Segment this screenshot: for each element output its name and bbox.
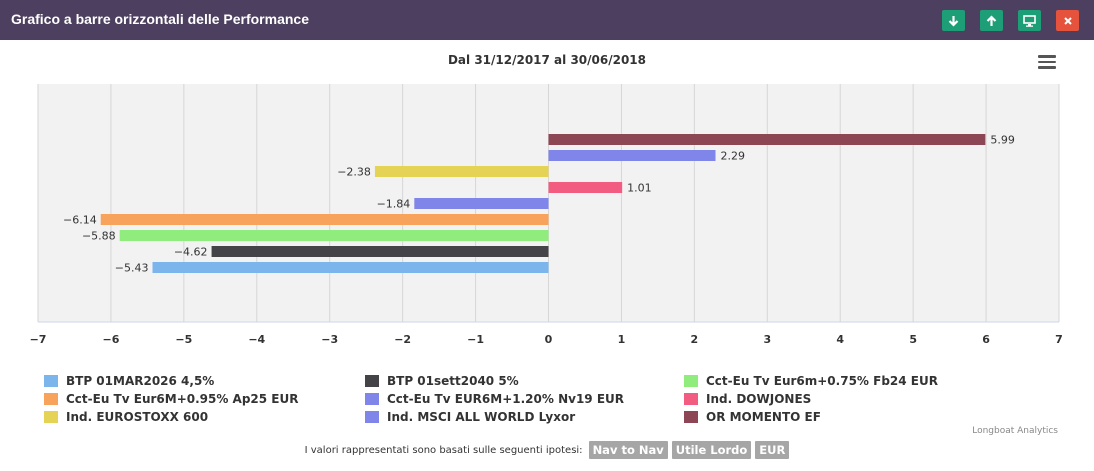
bar [211, 246, 549, 257]
footer: I valori rappresentati sono basati sulle… [0, 441, 1094, 459]
legend-label: Cct-Eu Tv Eur6M+0.95% Ap25 EUR [66, 392, 299, 406]
bar [100, 214, 549, 225]
legend-swatch [684, 393, 698, 405]
x-tick-label: 3 [763, 333, 771, 346]
chart-credits: Longboat Analytics [972, 426, 1058, 436]
chart-legend: BTP 01MAR2026 4,5% BTP 01sett2040 5% Cct-E… [0, 372, 1094, 432]
menu-line [1038, 60, 1056, 63]
monitor-icon [1023, 14, 1036, 27]
tag-utile-lordo: Utile Lordo [671, 441, 752, 459]
x-tick-label: −6 [102, 333, 119, 346]
menu-line [1038, 55, 1056, 58]
legend-item[interactable]: BTP 01sett2040 5% [365, 374, 519, 388]
bar [374, 166, 549, 177]
data-label: −6.14 [63, 214, 97, 227]
data-label: −2.38 [337, 166, 371, 179]
upload-icon [986, 14, 997, 26]
monitor-button[interactable] [1018, 10, 1041, 31]
close-icon [1063, 16, 1072, 25]
x-tick-label: −4 [248, 333, 265, 346]
bar [414, 198, 549, 209]
legend-swatch [44, 411, 58, 423]
x-tick-label: 0 [545, 333, 553, 346]
legend-item[interactable]: Cct-Eu Tv EUR6M+1.20% Nv19 EUR [365, 392, 624, 406]
window-title: Grafico a barre orizzontali delle Perfor… [11, 11, 309, 27]
data-label: 5.99 [990, 134, 1015, 147]
x-tick-label: −3 [321, 333, 338, 346]
bar [548, 150, 716, 161]
legend-item[interactable]: Cct-Eu Tv Eur6M+0.95% Ap25 EUR [44, 392, 299, 406]
legend-item[interactable]: Ind. DOWJONES [684, 392, 811, 406]
upload-button[interactable] [980, 10, 1003, 31]
data-label: 2.29 [721, 150, 746, 163]
x-tick-label: −2 [394, 333, 411, 346]
x-tick-label: 5 [909, 333, 917, 346]
bar [119, 230, 549, 241]
legend-swatch [684, 375, 698, 387]
chart-subtitle: Dal 31/12/2017 al 30/06/2018 [447, 53, 647, 67]
data-label: −5.43 [115, 262, 149, 275]
download-button[interactable] [942, 10, 965, 31]
legend-label: Ind. EUROSTOXX 600 [66, 410, 209, 424]
x-tick-label: 6 [982, 333, 990, 346]
close-button[interactable] [1056, 10, 1079, 31]
legend-label: BTP 01sett2040 5% [387, 374, 519, 388]
legend-item[interactable]: BTP 01MAR2026 4,5% [44, 374, 214, 388]
x-tick-label: 4 [836, 333, 844, 346]
legend-label: BTP 01MAR2026 4,5% [66, 374, 215, 388]
legend-label: Ind. DOWJONES [706, 392, 812, 406]
bar [548, 182, 623, 193]
tag-currency: EUR [755, 441, 790, 459]
x-tick-label: −1 [467, 333, 484, 346]
legend-swatch [365, 411, 379, 423]
x-tick-label: 7 [1055, 333, 1063, 346]
x-tick-label: −5 [175, 333, 192, 346]
legend-item[interactable]: Cct-Eu Tv Eur6m+0.75% Fb24 EUR [684, 374, 938, 388]
x-tick-label: 2 [691, 333, 699, 346]
bar-chart: −7 −6 −5 −4 −3 −2 −1 0 1 2 3 4 5 6 7 −5.43 −4.62 −5.88 −6.… [30, 84, 1063, 346]
bar [548, 134, 986, 145]
menu-line [1038, 66, 1056, 69]
legend-item[interactable]: OR MOMENTO EF [684, 410, 821, 424]
legend-swatch [365, 375, 379, 387]
title-bar: Grafico a barre orizzontali delle Perfor… [0, 0, 1094, 40]
data-label: −5.88 [82, 230, 116, 243]
legend-label: OR MOMENTO EF [706, 410, 821, 424]
legend-label: Ind. MSCI ALL WORLD Lyxor [387, 410, 576, 424]
download-icon [948, 15, 959, 27]
data-label: −1.84 [377, 198, 411, 211]
x-tick-label: 1 [618, 333, 626, 346]
tag-nav-to-nav: Nav to Nav [588, 441, 668, 459]
legend-label: Cct-Eu Tv EUR6M+1.20% Nv19 EUR [387, 392, 624, 406]
bar [152, 262, 549, 273]
legend-swatch [44, 393, 58, 405]
legend-swatch [365, 393, 379, 405]
footer-text: I valori rappresentati sono basati sulle… [304, 444, 583, 456]
legend-item[interactable]: Ind. EUROSTOXX 600 [44, 410, 208, 424]
x-tick-label: −7 [30, 333, 47, 346]
legend-swatch [44, 375, 58, 387]
legend-label: Cct-Eu Tv Eur6m+0.75% Fb24 EUR [706, 374, 938, 388]
data-label: −4.62 [174, 246, 208, 259]
legend-item[interactable]: Ind. MSCI ALL WORLD Lyxor [365, 410, 575, 424]
chart-menu-button[interactable] [1038, 53, 1056, 69]
data-label: 1.01 [627, 182, 652, 195]
legend-swatch [684, 411, 698, 423]
